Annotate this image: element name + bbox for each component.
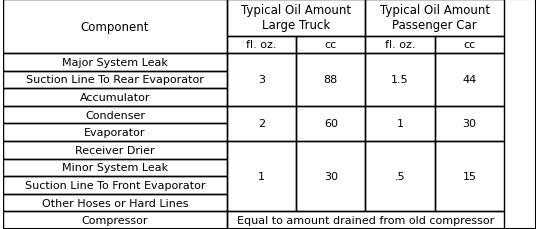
Bar (296, 54, 366, 106)
Bar (435, 37, 504, 54)
Bar (366, 142, 435, 212)
Text: 2: 2 (258, 119, 265, 129)
Text: fl. oz.: fl. oz. (385, 40, 415, 50)
Bar (3, 89, 227, 106)
Bar (227, 212, 504, 229)
Bar (227, 106, 296, 142)
Bar (366, 106, 435, 142)
Bar (3, 54, 227, 71)
Bar (227, 54, 296, 106)
Bar (3, 106, 227, 124)
Text: 30: 30 (324, 172, 338, 181)
Text: Suction Line To Rear Evaporator: Suction Line To Rear Evaporator (26, 75, 204, 85)
Text: Major System Leak: Major System Leak (62, 58, 168, 68)
Bar (3, 71, 227, 89)
Text: 15: 15 (463, 172, 477, 181)
Text: Typical Oil Amount
Large Truck: Typical Oil Amount Large Truck (241, 4, 351, 32)
Bar (3, 0, 227, 54)
Text: 3: 3 (258, 75, 265, 85)
Text: Suction Line To Front Evaporator: Suction Line To Front Evaporator (25, 180, 205, 190)
Bar (435, 142, 504, 212)
Bar (366, 0, 504, 37)
Text: 44: 44 (462, 75, 477, 85)
Text: cc: cc (463, 40, 475, 50)
Text: Other Hoses or Hard Lines: Other Hoses or Hard Lines (42, 198, 188, 208)
Bar (3, 124, 227, 142)
Bar (227, 37, 296, 54)
Text: Equal to amount drained from old compressor: Equal to amount drained from old compres… (237, 215, 494, 225)
Bar (227, 0, 366, 37)
Text: 60: 60 (324, 119, 338, 129)
Text: Component: Component (81, 20, 149, 33)
Text: Condenser: Condenser (85, 110, 145, 120)
Bar (435, 54, 504, 106)
Bar (296, 37, 366, 54)
Bar (366, 37, 435, 54)
Text: 30: 30 (463, 119, 477, 129)
Text: 88: 88 (324, 75, 338, 85)
Text: 1: 1 (258, 172, 265, 181)
Bar (296, 142, 366, 212)
Bar (3, 159, 227, 177)
Text: Compressor: Compressor (81, 215, 148, 225)
Bar (296, 106, 366, 142)
Bar (435, 106, 504, 142)
Text: 1.5: 1.5 (391, 75, 409, 85)
Text: Typical Oil Amount
Passenger Car: Typical Oil Amount Passenger Car (379, 4, 490, 32)
Text: 1: 1 (397, 119, 404, 129)
Text: cc: cc (325, 40, 337, 50)
Text: Minor System Leak: Minor System Leak (62, 163, 168, 173)
Text: fl. oz.: fl. oz. (246, 40, 277, 50)
Text: .5: .5 (395, 172, 405, 181)
Text: Evaporator: Evaporator (84, 128, 146, 138)
Bar (3, 212, 227, 229)
Bar (366, 54, 435, 106)
Bar (3, 177, 227, 194)
Text: Accumulator: Accumulator (80, 93, 150, 103)
Bar (3, 142, 227, 159)
Bar (227, 142, 296, 212)
Text: Receiver Drier: Receiver Drier (75, 145, 155, 155)
Bar (3, 194, 227, 212)
